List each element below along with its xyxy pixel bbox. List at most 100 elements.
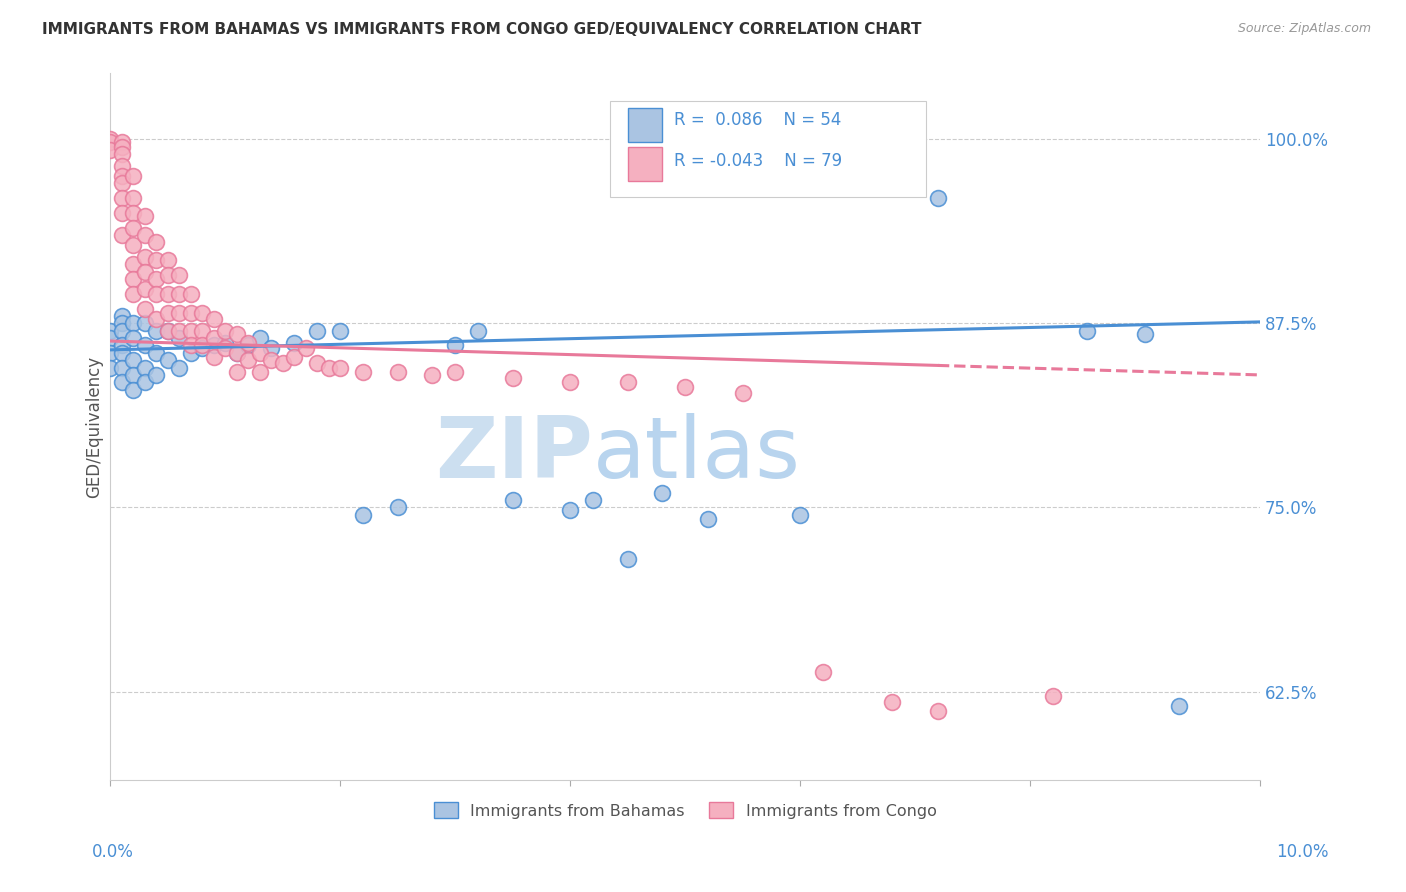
Point — [260, 353, 283, 368]
Point — [134, 376, 156, 390]
Point — [811, 665, 834, 680]
Point — [329, 324, 352, 338]
Point — [225, 326, 247, 341]
Point — [111, 206, 134, 220]
Point — [134, 338, 156, 352]
Point — [616, 376, 638, 390]
Point — [225, 346, 247, 360]
Point — [134, 317, 156, 331]
Text: R =  0.086    N = 54: R = 0.086 N = 54 — [673, 112, 841, 129]
Point — [558, 503, 581, 517]
Point — [111, 135, 134, 149]
Point — [927, 704, 949, 718]
Point — [616, 552, 638, 566]
Point — [156, 268, 179, 282]
Point — [191, 324, 214, 338]
Point — [111, 159, 134, 173]
Point — [318, 360, 340, 375]
Point — [122, 353, 145, 368]
Point — [880, 150, 903, 164]
Point — [294, 342, 316, 356]
Point — [558, 376, 581, 390]
Point — [180, 324, 202, 338]
Point — [697, 512, 720, 526]
Text: IMMIGRANTS FROM BAHAMAS VS IMMIGRANTS FROM CONGO GED/EQUIVALENCY CORRELATION CHA: IMMIGRANTS FROM BAHAMAS VS IMMIGRANTS FR… — [42, 22, 922, 37]
Point — [260, 342, 283, 356]
Point — [145, 324, 167, 338]
Point — [145, 253, 167, 268]
Point — [167, 324, 190, 338]
Point — [307, 324, 329, 338]
Point — [180, 338, 202, 352]
Point — [134, 209, 156, 223]
Point — [249, 346, 271, 360]
Point — [98, 324, 121, 338]
Point — [111, 317, 134, 331]
Point — [927, 191, 949, 205]
Point — [156, 286, 179, 301]
Point — [134, 250, 156, 264]
Point — [238, 335, 260, 350]
Bar — [627, 147, 662, 181]
Point — [202, 338, 225, 352]
Point — [167, 286, 190, 301]
Point — [214, 324, 236, 338]
Point — [122, 169, 145, 183]
Point — [122, 286, 145, 301]
Point — [98, 360, 121, 375]
Point — [651, 485, 673, 500]
Point — [111, 324, 134, 338]
Point — [122, 331, 145, 345]
Point — [145, 312, 167, 326]
Point — [156, 324, 179, 338]
Point — [180, 306, 202, 320]
Point — [307, 356, 329, 370]
Point — [111, 177, 134, 191]
Point — [134, 227, 156, 242]
Point — [214, 342, 236, 356]
Point — [134, 360, 156, 375]
Point — [111, 346, 134, 360]
Point — [271, 356, 294, 370]
Point — [467, 324, 489, 338]
Point — [167, 306, 190, 320]
Legend: Immigrants from Bahamas, Immigrants from Congo: Immigrants from Bahamas, Immigrants from… — [427, 796, 943, 825]
Point — [122, 272, 145, 286]
Point — [111, 191, 134, 205]
Point — [156, 253, 179, 268]
Point — [111, 309, 134, 323]
Text: ZIP: ZIP — [436, 413, 593, 496]
Point — [238, 338, 260, 352]
Point — [111, 147, 134, 161]
Point — [98, 132, 121, 146]
Point — [111, 227, 134, 242]
Point — [98, 346, 121, 360]
Point — [352, 365, 374, 379]
Point — [145, 272, 167, 286]
Point — [167, 360, 190, 375]
Point — [1133, 326, 1156, 341]
Point — [122, 191, 145, 205]
Point — [111, 376, 134, 390]
Point — [111, 360, 134, 375]
FancyBboxPatch shape — [610, 102, 927, 197]
Point — [225, 365, 247, 379]
Point — [134, 283, 156, 297]
Point — [122, 206, 145, 220]
Bar — [627, 108, 662, 142]
Point — [1168, 699, 1191, 714]
Point — [145, 346, 167, 360]
Point — [214, 335, 236, 350]
Point — [283, 335, 305, 350]
Point — [191, 306, 214, 320]
Point — [122, 368, 145, 382]
Point — [387, 365, 409, 379]
Point — [111, 139, 134, 153]
Point — [111, 169, 134, 183]
Point — [180, 346, 202, 360]
Point — [134, 301, 156, 316]
Point — [283, 350, 305, 364]
Point — [444, 338, 467, 352]
Point — [731, 385, 754, 400]
Point — [145, 235, 167, 250]
